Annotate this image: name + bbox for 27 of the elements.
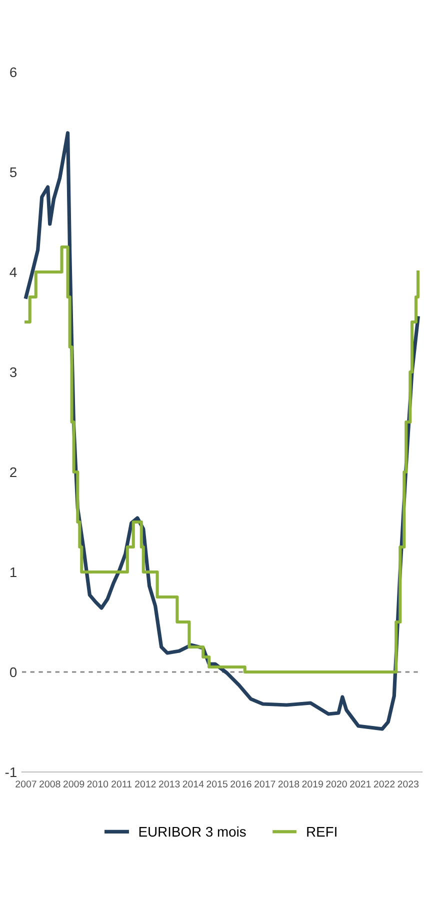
x-tick-label: 2014 [182, 780, 204, 788]
x-tick-label: 2009 [63, 780, 84, 788]
x-tick-label: 2017 [254, 780, 276, 788]
x-tick-label: 2016 [230, 780, 252, 788]
x-tick-label: 2020 [326, 780, 347, 788]
x-tick-label: 2019 [302, 780, 323, 788]
x-tick-label: 2015 [206, 780, 228, 788]
y-tick-label: 4 [10, 267, 17, 278]
legend-label: EURIBOR 3 mois [139, 826, 246, 837]
y-tick-label: 0 [10, 667, 17, 678]
y-tick-label: -1 [5, 767, 16, 778]
x-tick-label: 2018 [278, 780, 300, 788]
x-tick-label: 2022 [374, 780, 395, 788]
y-tick-label: 1 [10, 567, 16, 578]
x-tick-label: 2007 [16, 780, 36, 788]
y-tick-label: 5 [10, 167, 17, 178]
legend-label: REFI [307, 827, 336, 837]
x-tick-label: 2011 [112, 780, 132, 788]
y-tick-label: 6 [10, 67, 17, 78]
y-tick-label: 2 [10, 467, 16, 478]
x-tick-label: 2008 [40, 780, 60, 788]
x-tick-label: 2021 [350, 780, 371, 788]
x-tick-label: 2010 [87, 780, 108, 788]
x-tick-label: 2012 [135, 780, 156, 788]
y-tick-label: 3 [10, 367, 17, 378]
x-tick-label: 2013 [159, 780, 180, 788]
x-tick-label: 2023 [398, 780, 419, 788]
